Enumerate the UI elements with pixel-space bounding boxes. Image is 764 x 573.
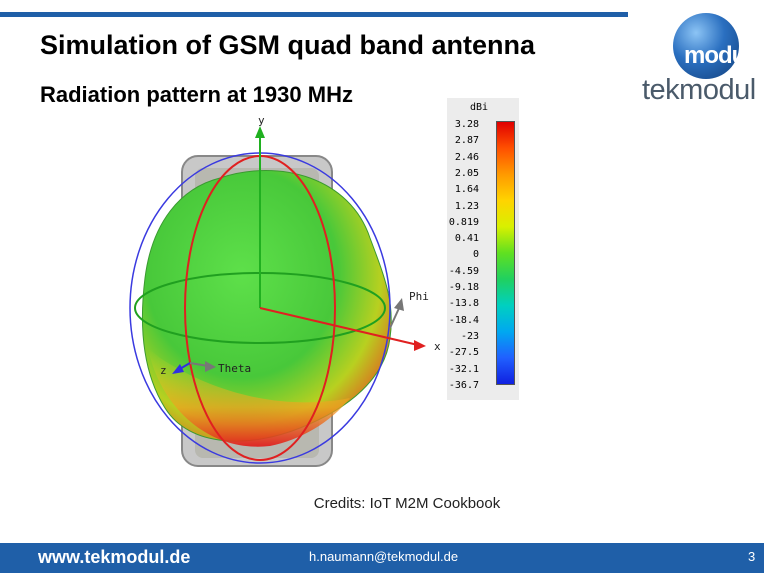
colorbar-tick-label: 0: [472, 249, 479, 261]
slide-title: Simulation of GSM quad band antenna: [40, 30, 536, 60]
colorbar-tick-label: 1.23: [454, 200, 479, 212]
logo-ball-text: modul: [684, 42, 752, 69]
credits-text: Credits: IoT M2M Cookbook: [313, 495, 501, 512]
tekmodul-logo: modul tekmodul: [640, 8, 760, 108]
phi-axis: [389, 305, 401, 329]
slide-subtitle: Radiation pattern at 1930 MHz: [40, 82, 353, 107]
colorbar-tick-label: -27.5: [448, 347, 479, 359]
colorbar-tick-label: -4.59: [448, 265, 479, 277]
colorbar-tick-label: -13.8: [448, 298, 479, 310]
page-number: 3: [748, 549, 756, 564]
colorbar-tick-label: 1.64: [454, 184, 479, 196]
colorbar-tick-label: 3.28: [454, 119, 479, 130]
colorbar-tick-label: -9.18: [448, 282, 479, 293]
colorbar-tick-label: 0.41: [454, 233, 479, 245]
y-arrow-icon: [255, 126, 265, 138]
footer-bar: www.tekmodul.de h.naumann@tekmodul.de 3: [0, 543, 764, 573]
colorbar-tick-label: -23: [460, 330, 479, 342]
logo-wordmark: tekmodul: [642, 74, 756, 106]
theta-arrow-icon: [205, 361, 216, 372]
colorbar-tick-label: 2.05: [454, 167, 479, 179]
header-rule: [0, 12, 628, 17]
colorbar-tick-label: -36.7: [448, 379, 479, 391]
x-arrow-icon: [414, 340, 426, 351]
colorbar-tick-label: 2.46: [454, 151, 479, 163]
footer-url-link[interactable]: www.tekmodul.de: [38, 547, 191, 567]
phi-arrow-icon: [394, 298, 404, 311]
z-axis-label: z: [160, 364, 167, 377]
phi-axis-label: Phi: [409, 290, 429, 303]
colorbar-unit: dBi: [470, 102, 489, 113]
colorbar-tick-label: -32.1: [448, 363, 479, 375]
radiation-lobe-hot: [148, 348, 350, 447]
colorbar-tick-label: 0.819: [448, 216, 479, 228]
footer-email-link[interactable]: h.naumann@tekmodul.de: [309, 549, 459, 564]
x-axis-label: x: [434, 340, 441, 353]
logo-globe-icon: [673, 13, 739, 79]
x-axis: [259, 307, 419, 346]
colorbar-gradient: [496, 121, 515, 385]
colorbar-tick-label: 2.87: [454, 135, 479, 147]
radiation-pattern-plot: y x z Phi Theta: [129, 114, 441, 467]
colorbar-tick-label: -18.4: [448, 314, 479, 326]
z-arrow-icon: [172, 364, 184, 374]
theta-axis-label: Theta: [218, 362, 251, 375]
y-axis-label: y: [258, 114, 265, 127]
